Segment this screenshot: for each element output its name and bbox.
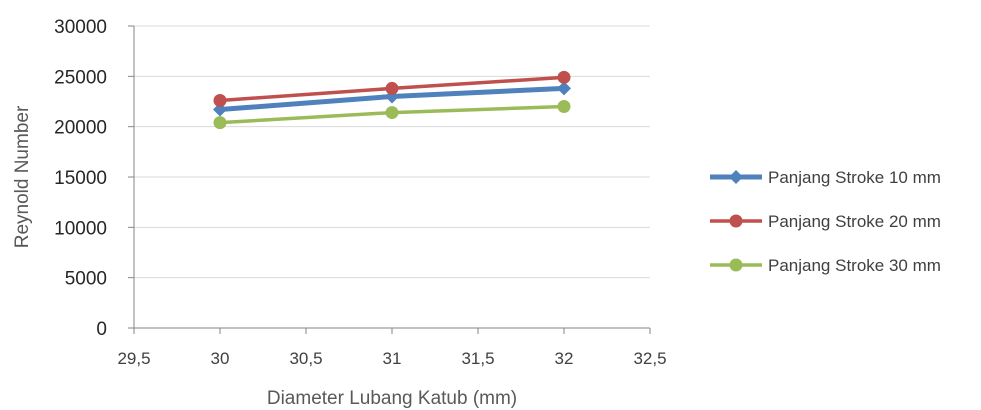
x-tick-label: 31,5 <box>461 349 494 368</box>
x-tick-label: 30 <box>211 349 230 368</box>
y-tick-label: 10000 <box>54 218 107 239</box>
legend-swatch-marker <box>729 214 743 228</box>
y-tick-label: 5000 <box>65 269 107 290</box>
legend-swatch-marker <box>729 258 743 272</box>
series-2-point <box>557 70 571 84</box>
legend-item: Panjang Stroke 20 mm <box>710 212 941 231</box>
gridlines <box>134 25 650 279</box>
x-tick-labels: 29,5 30 30,5 31 31,5 32 32,5 <box>117 349 666 368</box>
y-tick-labels: 0 5000 10000 15000 20000 25000 30000 <box>54 17 107 340</box>
series-2 <box>213 70 571 107</box>
series-2-point <box>213 93 227 107</box>
x-tick-label: 30,5 <box>289 349 322 368</box>
x-tick-label: 29,5 <box>117 349 150 368</box>
legend-item: Panjang Stroke 30 mm <box>710 256 941 275</box>
legend-label: Panjang Stroke 30 mm <box>768 256 941 275</box>
series-3 <box>213 100 571 130</box>
x-tick-label: 32,5 <box>633 349 666 368</box>
series-1 <box>213 81 571 117</box>
legend: Panjang Stroke 10 mm Panjang Stroke 20 mm… <box>710 168 941 275</box>
series-2-point <box>385 81 399 95</box>
legend-swatch-marker <box>729 170 743 184</box>
series-3-point <box>385 106 399 120</box>
series-3-point <box>557 100 571 114</box>
legend-label: Panjang Stroke 10 mm <box>768 168 941 187</box>
y-tick-label: 15000 <box>54 168 107 189</box>
series-1-point <box>213 102 227 117</box>
x-axis-title: Diameter Lubang Katub (mm) <box>267 388 517 409</box>
series-1-point <box>557 81 571 96</box>
legend-item: Panjang Stroke 10 mm <box>710 168 941 187</box>
axes <box>128 25 651 334</box>
x-tick-label: 32 <box>555 349 574 368</box>
series-3-point <box>213 116 227 130</box>
y-tick-label: 25000 <box>54 67 107 88</box>
x-tick-label: 31 <box>383 349 402 368</box>
legend-label: Panjang Stroke 20 mm <box>768 212 941 231</box>
plot-series <box>213 70 571 130</box>
y-tick-label: 20000 <box>54 118 107 139</box>
y-tick-label: 0 <box>96 319 107 340</box>
y-axis-title: Reynold Number <box>12 105 33 248</box>
y-tick-label: 30000 <box>54 17 107 38</box>
